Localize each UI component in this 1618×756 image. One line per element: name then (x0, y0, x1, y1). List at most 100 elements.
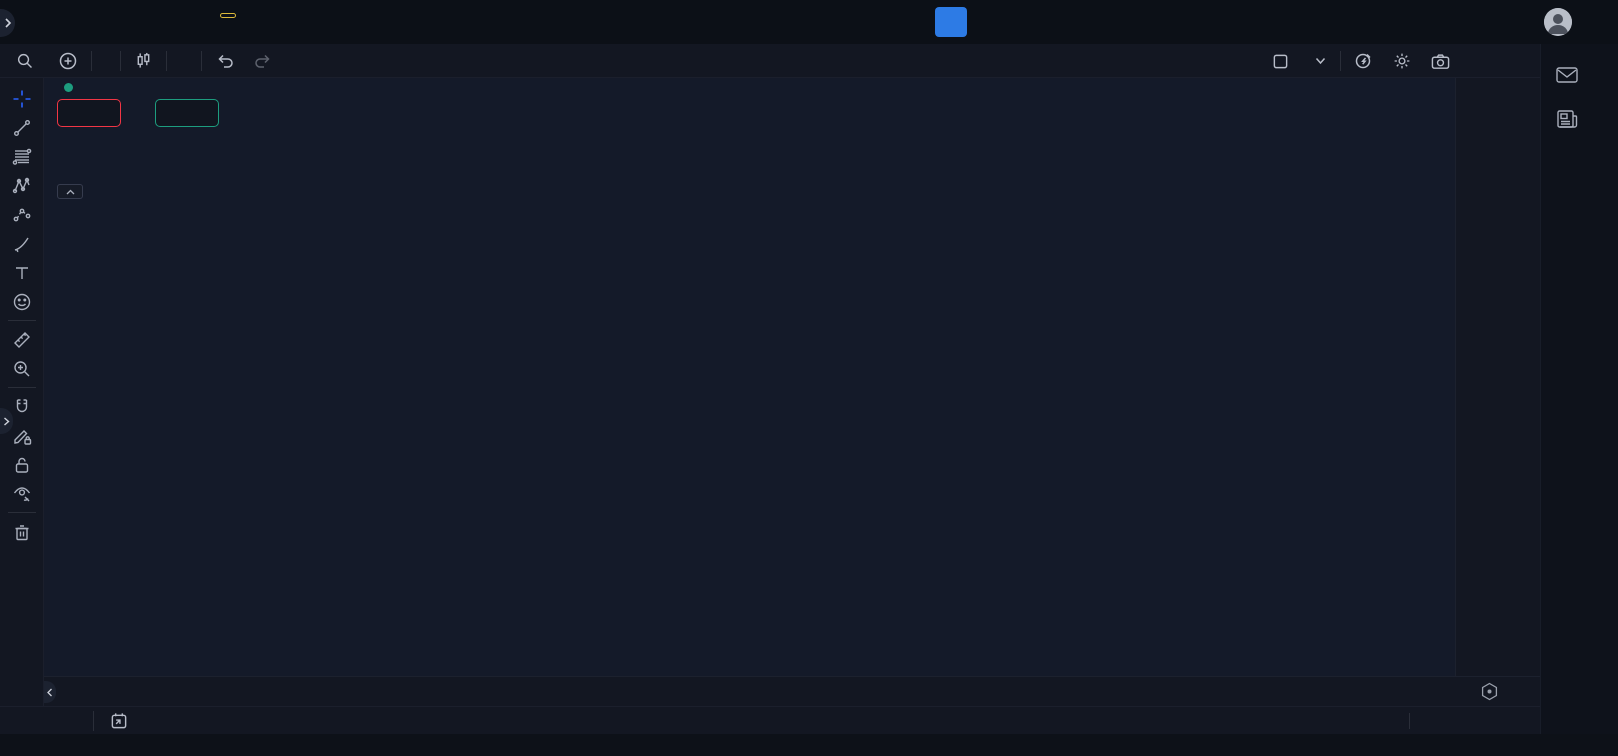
layout-button[interactable] (1262, 48, 1299, 74)
demo-badge (220, 13, 236, 18)
interval-button[interactable] (96, 48, 116, 74)
news-button[interactable] (1549, 102, 1585, 136)
market-open-indicator (64, 83, 73, 92)
bottom-toolbar (0, 706, 1540, 734)
crosshair-icon (13, 90, 30, 107)
available-capital (1168, 7, 1262, 9)
settings-button[interactable] (1383, 48, 1421, 74)
scale-controls (1395, 712, 1452, 729)
brush-icon (14, 237, 29, 252)
spread (121, 99, 155, 127)
indicator-legend-ema50[interactable] (57, 148, 219, 161)
undo-button[interactable] (206, 48, 244, 74)
chevron-right-icon (4, 416, 10, 426)
toolbar-divider (166, 50, 167, 71)
newspaper-icon (1557, 110, 1578, 128)
window-bottom-strip (0, 734, 1618, 756)
chevron-down-icon (1315, 58, 1326, 65)
sell-button[interactable] (57, 99, 121, 127)
chevron-left-icon (47, 688, 52, 696)
candlestick-icon (137, 52, 150, 68)
toolbar-divider (201, 50, 202, 71)
drawing-mode-lock-button[interactable] (5, 421, 39, 450)
chart-type-button[interactable] (125, 48, 162, 74)
indicator-legend-ema100[interactable] (57, 131, 219, 144)
chevron-up-icon (66, 189, 74, 194)
magnet-mode-button[interactable] (5, 392, 39, 421)
top-header (0, 0, 1618, 44)
chevron-right-icon (4, 18, 11, 28)
forecast-icon (13, 208, 30, 221)
switch-to-live-account-button[interactable] (935, 7, 967, 37)
profit-loss (1322, 7, 1402, 9)
go-to-realtime-button[interactable] (1479, 681, 1500, 707)
price-chart[interactable] (44, 78, 1455, 676)
plus-circle-icon (59, 52, 77, 69)
save-layout-button[interactable] (1299, 48, 1336, 74)
redo-arrow-icon (255, 54, 270, 68)
fib-retracement-tool-button[interactable] (5, 142, 39, 171)
legend-collapse-button[interactable] (57, 184, 83, 199)
sidebar-expand-button[interactable] (0, 9, 15, 37)
avatar[interactable] (1544, 8, 1572, 36)
toolbar-divider (120, 50, 121, 71)
symbol-search-button[interactable] (6, 48, 49, 74)
rail-divider (7, 320, 36, 321)
remove-drawings-button[interactable] (5, 517, 39, 546)
messages-button[interactable] (1549, 58, 1585, 92)
right-sidebar (1540, 44, 1618, 756)
pencil-lock-icon (13, 429, 31, 445)
measure-tool-button[interactable] (5, 325, 39, 354)
brush-tool-button[interactable] (5, 229, 39, 258)
toolbar-divider (91, 50, 92, 71)
chart-toolbar (0, 44, 1540, 78)
trend-line-icon (13, 119, 30, 136)
redo-button[interactable] (244, 48, 282, 74)
target-icon (1481, 682, 1498, 701)
user-icon (1544, 8, 1572, 36)
toolbar-right-group (1262, 44, 1460, 78)
buy-button[interactable] (155, 99, 219, 127)
time-axis[interactable] (44, 676, 1540, 706)
pattern-tool-button[interactable] (5, 171, 39, 200)
emoji-tool-button[interactable] (5, 287, 39, 316)
screenshot-button[interactable] (1421, 48, 1460, 74)
toolbar-divider (1340, 51, 1341, 71)
gear-icon (1394, 53, 1410, 69)
rail-divider (7, 512, 36, 513)
xabcd-pattern-icon (12, 177, 30, 193)
trend-line-tool-button[interactable] (5, 113, 39, 142)
account-balance (1090, 7, 1160, 9)
eye-hide-icon (13, 486, 30, 501)
price-axis[interactable] (1455, 78, 1540, 676)
lock-all-drawings-button[interactable] (5, 450, 39, 479)
go-to-date-button[interactable] (104, 708, 134, 734)
chart-legend (57, 83, 219, 199)
compare-add-symbol-button[interactable] (49, 48, 87, 74)
text-icon (15, 266, 28, 279)
quote-widget (57, 99, 219, 127)
text-tool-button[interactable] (5, 258, 39, 287)
indicators-button[interactable] (171, 48, 197, 74)
timeline-collapse-button[interactable] (44, 681, 56, 703)
calendar-arrow-icon (111, 712, 127, 728)
ruler-icon (13, 331, 30, 348)
chart-area[interactable] (44, 78, 1455, 676)
zoom-in-icon (13, 360, 29, 376)
camera-icon (1431, 53, 1450, 69)
hide-all-drawings-button[interactable] (5, 479, 39, 508)
magnet-icon (16, 398, 27, 412)
alert-clock-icon (1355, 53, 1371, 69)
crosshair-tool-button[interactable] (5, 84, 39, 113)
mail-icon (1556, 67, 1578, 83)
drawing-tools-rail (0, 78, 44, 706)
watchlist-expand-button[interactable] (0, 408, 13, 434)
margin (1270, 7, 1316, 9)
quick-alert-button[interactable] (1345, 48, 1383, 74)
indicator-legend-ema200[interactable] (57, 165, 219, 178)
layout-square-icon (1273, 54, 1288, 68)
forecast-tool-button[interactable] (5, 200, 39, 229)
smiley-icon (13, 293, 30, 310)
zoom-in-tool-button[interactable] (5, 354, 39, 383)
